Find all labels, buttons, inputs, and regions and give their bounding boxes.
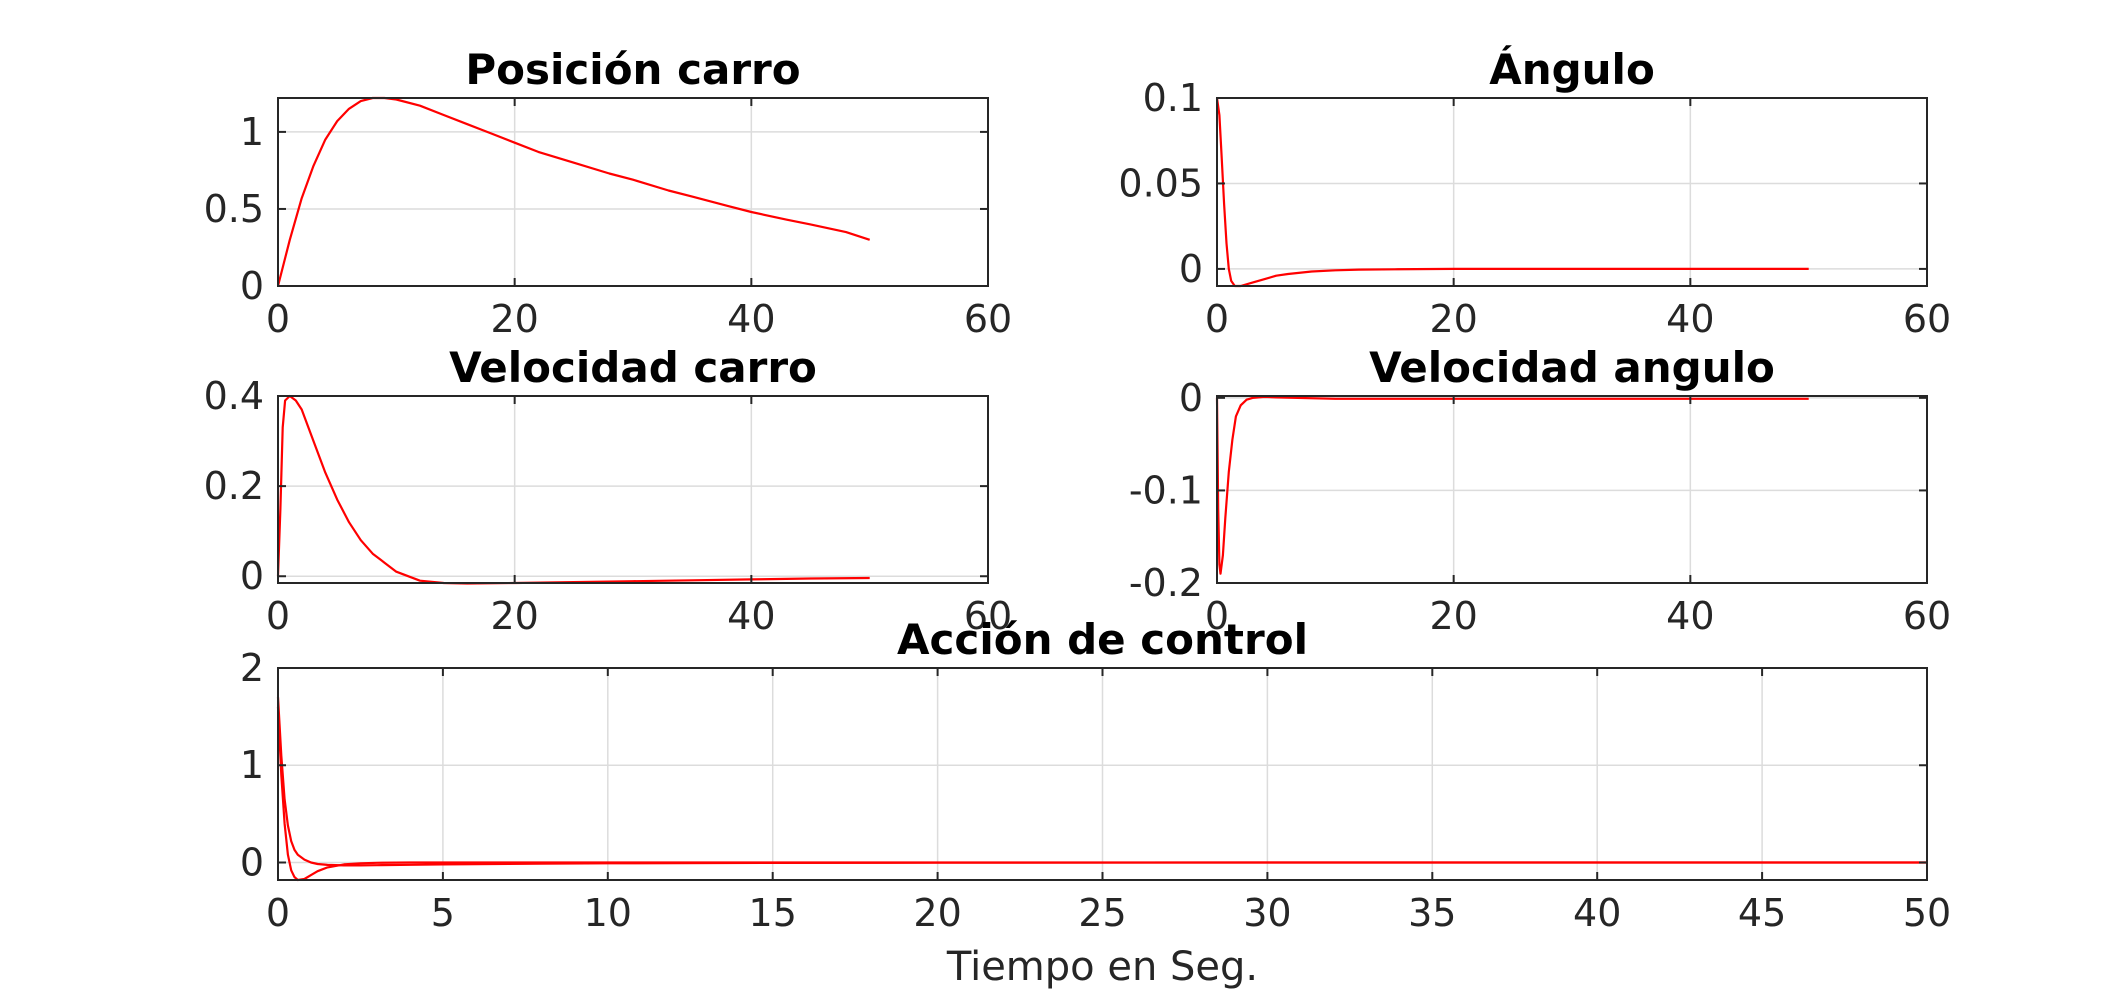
angulo-xtick-label: 40	[1666, 297, 1714, 341]
angulo-ytick-label: 0.1	[1143, 76, 1203, 120]
posicion-carro-axes-frame	[277, 97, 989, 287]
accion-de-control-xtick-label: 15	[749, 891, 797, 935]
angulo-title: Ángulo	[1489, 44, 1655, 94]
accion-de-control-title: Acción de control	[897, 615, 1308, 664]
accion-de-control-ytick-label: 2	[240, 646, 264, 690]
subplot-velocidad-angulo: 0 20 40 60 -0.2 -0.1 0 Velocidad angulo	[1129, 343, 1951, 638]
subplot-angulo: 0 20 40 60 0 0.05 0.1 Ángulo	[1118, 44, 1951, 341]
velocidad-carro-ytick-label: 0.2	[204, 464, 264, 508]
velocidad-angulo-plot-area	[1217, 396, 1927, 583]
posicion-carro-ytick-label: 0	[240, 264, 264, 308]
posicion-carro-xtick-label: 0	[266, 297, 290, 341]
angulo-plot-area	[1217, 98, 1927, 286]
accion-de-control-xtick-label: 35	[1408, 891, 1456, 935]
posicion-carro-title: Posición carro	[465, 45, 800, 94]
accion-de-control-xtick-label: 45	[1738, 891, 1786, 935]
angulo-xtick-label: 60	[1903, 297, 1951, 341]
accion-de-control-series-line-2	[276, 706, 1927, 882]
accion-de-control-ytick-label: 0	[240, 840, 264, 884]
accion-de-control-xtick-label: 20	[913, 891, 961, 935]
subplot-velocidad-carro: 0 20 40 60 0 0.2 0.4 Velocidad carro	[204, 343, 1013, 638]
velocidad-angulo-xtick-label: 60	[1903, 594, 1951, 638]
velocidad-angulo-xtick-label: 20	[1429, 594, 1477, 638]
velocidad-carro-xtick-label: 60	[964, 594, 1012, 638]
velocidad-carro-xtick-label: 0	[266, 594, 290, 638]
angulo-xtick-label: 20	[1429, 297, 1477, 341]
accion-de-control-xtick-label: 10	[584, 891, 632, 935]
accion-de-control-xtick-label: 30	[1243, 891, 1291, 935]
velocidad-angulo-ytick-label: -0.1	[1129, 468, 1203, 512]
subplot-accion-de-control: 0 5 10 15 20 25 30 35 40 45 50 0 1 2 Acción de control…	[240, 615, 1951, 990]
accion-de-control-xlabel: Tiempo en Seg.	[946, 944, 1258, 990]
velocidad-carro-ytick-label: 0	[240, 554, 264, 598]
angulo-series-line-1	[1215, 97, 1809, 288]
posicion-carro-series-line-1	[276, 96, 871, 287]
velocidad-carro-plot-area	[278, 396, 988, 583]
velocidad-angulo-ytick-label: -0.2	[1129, 561, 1203, 605]
accion-de-control-xtick-label: 40	[1573, 891, 1621, 935]
posicion-carro-xtick-label: 40	[727, 297, 775, 341]
angulo-ytick-label: 0	[1179, 247, 1203, 291]
accion-de-control-xtick-label: 25	[1078, 891, 1126, 935]
posicion-carro-ytick-label: 0.5	[204, 187, 264, 231]
subplot-posicion-carro: 0 20 40 60 0 0.5 1 Posición carro	[204, 45, 1013, 341]
velocidad-carro-ytick-label: 0.4	[204, 374, 264, 418]
velocidad-angulo-ytick-label: 0	[1179, 376, 1203, 420]
accion-de-control-ytick-label: 1	[240, 743, 264, 787]
angulo-xtick-label: 0	[1205, 297, 1229, 341]
velocidad-carro-axes-frame	[277, 395, 989, 584]
velocidad-carro-title: Velocidad carro	[449, 343, 817, 392]
accion-de-control-xtick-label: 5	[431, 891, 455, 935]
angulo-axes-frame	[1216, 97, 1928, 287]
accion-de-control-xtick-label: 0	[266, 891, 290, 935]
posicion-carro-plot-area	[278, 98, 988, 286]
posicion-carro-ytick-label: 1	[240, 110, 264, 154]
velocidad-angulo-title: Velocidad angulo	[1369, 343, 1775, 392]
velocidad-angulo-xtick-label: 0	[1205, 594, 1229, 638]
velocidad-angulo-xtick-label: 40	[1666, 594, 1714, 638]
posicion-carro-xtick-label: 20	[490, 297, 538, 341]
velocidad-carro-xtick-label: 20	[490, 594, 538, 638]
posicion-carro-xtick-label: 60	[964, 297, 1012, 341]
accion-de-control-xtick-label: 50	[1903, 891, 1951, 935]
velocidad-carro-xtick-label: 40	[727, 594, 775, 638]
angulo-ytick-label: 0.05	[1118, 161, 1203, 205]
